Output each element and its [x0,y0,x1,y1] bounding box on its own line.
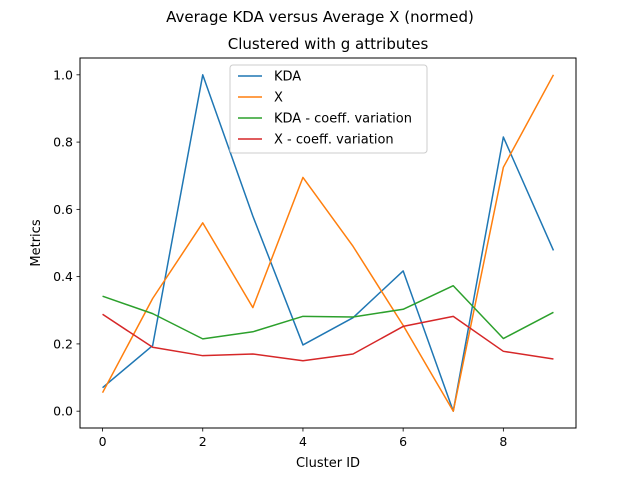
y-ticks: 0.0 0.2 0.4 0.6 0.8 1.0 [53,67,80,419]
x-ticks: 0 2 4 6 8 [99,428,507,449]
y-axis-label: Metrics [29,219,44,266]
plot-area: 0 2 4 6 8 0.0 0.2 0.4 0.6 0.8 1.0 [53,57,577,449]
y-tick-label: 0.6 [53,202,73,217]
series-layer [101,74,555,412]
y-tick-label: 0.0 [53,404,73,419]
series-line-0 [102,74,555,412]
legend-box [229,64,428,154]
x-tick-label: 0 [99,434,107,449]
x-tick-label: 6 [399,434,407,449]
axes-frame [79,57,577,429]
series-line-1 [101,74,555,412]
series-line-2 [102,284,554,340]
y-tick-label: 0.4 [53,269,73,284]
legend-label-3: X - coeff. variation [274,133,394,148]
chart-title: Clustered with g attributes [228,35,429,53]
x-tick-label: 4 [299,434,307,449]
x-axis-label: Cluster ID [296,456,360,471]
legend-label-2: KDA - coeff. variation [274,112,412,127]
x-tick-label: 8 [499,434,507,449]
x-tick-label: 2 [199,434,207,449]
legend-label-1: X [274,91,283,106]
series-line-3 [102,313,554,362]
y-tick-label: 0.2 [53,336,73,351]
legend-label-0: KDA [274,70,301,85]
legend: KDA X KDA - coeff. variation X - coeff. var… [229,64,428,154]
legend-items: KDA X KDA - coeff. variation X - coeff. var… [238,70,412,148]
y-tick-label: 0.8 [53,135,73,150]
y-tick-label: 1.0 [53,67,73,82]
chart-suptitle: Average KDA versus Average X (normed) [166,8,474,26]
